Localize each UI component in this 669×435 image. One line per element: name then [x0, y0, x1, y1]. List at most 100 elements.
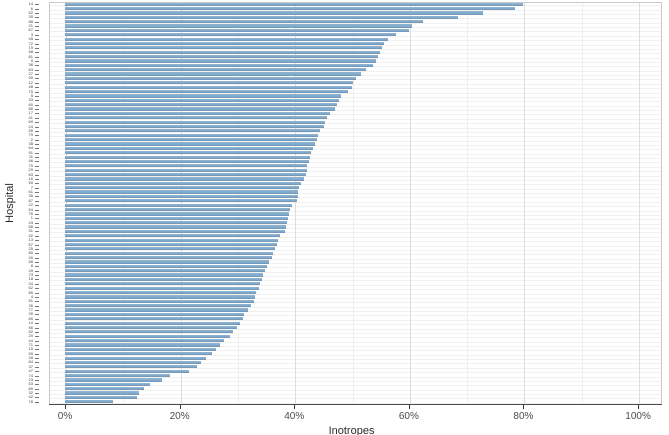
x-tick-label: 80% [513, 411, 534, 422]
y-tick-label: 24 [28, 123, 33, 129]
y-tick-mark [35, 305, 39, 307]
y-tick-label: 44 [28, 337, 33, 343]
bar [65, 317, 243, 321]
y-tick-mark [35, 222, 39, 224]
y-tick-mark [35, 227, 39, 229]
y-tick-label: 76 [28, 210, 33, 216]
y-tick-label: 90 [28, 75, 33, 81]
bar [65, 330, 233, 334]
y-tick-label: 67 [28, 27, 33, 33]
y-tick-mark [35, 340, 39, 342]
y-tick-mark [35, 393, 39, 395]
y-tick-mark [35, 183, 39, 185]
bar [65, 199, 297, 203]
y-tick-mark [35, 21, 39, 23]
y-tick-label: 81 [28, 53, 33, 59]
y-tick-mark [35, 270, 39, 272]
y-gridline [50, 354, 661, 356]
y-gridline [50, 166, 661, 168]
y-tick-label: 86 [28, 106, 33, 112]
y-gridline [50, 241, 661, 243]
y-tick-label: 87 [28, 197, 33, 203]
y-tick-label: 14 [28, 1, 33, 7]
y-gridline [50, 145, 661, 146]
bar [65, 260, 269, 264]
y-tick-label: 10 [28, 320, 33, 326]
bar [65, 37, 389, 41]
y-gridline [50, 311, 661, 313]
y-gridline [50, 332, 661, 334]
bar [65, 216, 289, 220]
bar [65, 242, 278, 247]
y-tick-mark [35, 257, 39, 259]
y-tick-label: 3 [30, 31, 33, 37]
bar [65, 369, 189, 373]
y-tick-label: 23 [28, 376, 33, 382]
x-gridline-minor [123, 3, 125, 404]
y-tick-mark [35, 65, 39, 67]
y-tick-mark [35, 8, 39, 10]
y-tick-label: 62 [28, 285, 33, 291]
bar [65, 55, 378, 59]
y-tick-mark [35, 213, 39, 215]
y-tick-mark [35, 34, 39, 36]
y-gridline [50, 350, 661, 352]
y-tick-mark [35, 152, 39, 154]
y-tick-label: 91 [28, 149, 33, 155]
y-tick-label: 19 [28, 44, 33, 50]
y-tick-label: 22 [28, 202, 33, 208]
y-tick-mark [35, 74, 39, 76]
y-tick-mark [35, 301, 39, 303]
bar [65, 50, 381, 54]
y-gridline [50, 315, 661, 317]
bar [65, 116, 327, 120]
x-tick-mark [65, 405, 66, 409]
y-tick-mark [35, 200, 39, 202]
y-tick-mark [35, 17, 39, 19]
y-tick-label: 31 [28, 228, 33, 234]
y-tick-label: 11 [28, 154, 33, 160]
x-tick-mark [638, 405, 640, 409]
y-tick-mark [35, 279, 39, 281]
y-gridline [50, 293, 661, 295]
y-gridline [50, 394, 661, 396]
y-tick-mark [35, 117, 39, 119]
y-tick-mark [35, 275, 39, 277]
y-gridline [50, 158, 661, 160]
bar [65, 395, 137, 400]
y-tick-label: 28 [28, 355, 33, 361]
bar [65, 186, 300, 190]
bar [65, 164, 308, 168]
y-tick-label: 53 [28, 381, 33, 387]
y-tick-label: 43 [28, 219, 33, 225]
y-tick-label: 78 [28, 398, 33, 404]
y-gridline [50, 267, 661, 269]
bar [65, 46, 382, 50]
y-tick-label: 33 [28, 97, 33, 103]
bar [65, 190, 299, 194]
y-tick-label: 83 [28, 171, 33, 177]
y-gridline [50, 385, 661, 387]
bar [65, 120, 326, 124]
y-tick-mark [35, 4, 39, 6]
y-tick-label: 21 [28, 23, 33, 29]
y-gridline [50, 131, 661, 133]
x-gridline-major [409, 3, 411, 404]
bar [65, 168, 307, 172]
y-tick-mark [35, 165, 39, 167]
y-tick-label: 71 [28, 342, 33, 347]
bar [65, 400, 113, 404]
y-gridline [50, 92, 661, 94]
y-gridline [50, 184, 661, 186]
bar [65, 159, 309, 164]
y-tick-mark [35, 130, 39, 132]
bar [65, 273, 264, 277]
y-gridline [50, 271, 661, 273]
bar [65, 269, 265, 273]
bar [65, 59, 376, 63]
y-gridline [50, 110, 661, 112]
x-tick-mark [294, 405, 296, 409]
bar [65, 251, 274, 255]
y-gridline [50, 118, 661, 120]
y-tick-label: 51 [28, 298, 33, 304]
